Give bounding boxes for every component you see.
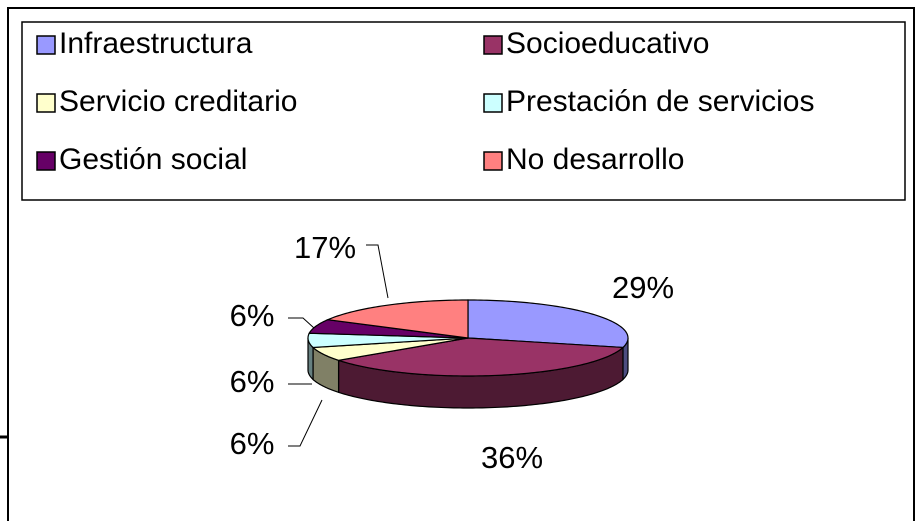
legend-label: Infraestructura [59, 27, 253, 60]
legend-swatch [36, 93, 56, 113]
legend-label: Gestión social [59, 143, 247, 176]
pie-slice [467, 299, 629, 349]
legend-label: Prestación de servicios [506, 85, 814, 118]
data-label: 6% [230, 426, 275, 461]
data-label: 6% [230, 298, 275, 333]
legend-label: No desarrollo [506, 143, 684, 176]
legend-box [21, 21, 906, 201]
data-label: 29% [612, 270, 674, 305]
legend-swatch [36, 35, 56, 55]
data-label: 17% [294, 230, 356, 265]
legend-label: Socioeducativo [506, 27, 709, 60]
legend-swatch [36, 151, 56, 171]
legend-swatch [483, 151, 503, 171]
pie-slice [307, 332, 469, 349]
pie-slice [325, 299, 469, 339]
data-label: 6% [230, 364, 275, 399]
legend-label: Servicio creditario [59, 85, 297, 118]
legend-swatch [483, 35, 503, 55]
legend-swatch [483, 93, 503, 113]
data-label: 36% [481, 440, 543, 475]
pie-slice [338, 337, 625, 377]
leader-line [288, 317, 315, 329]
leader-line [288, 399, 323, 447]
leader-line [366, 244, 389, 299]
pie-slice [311, 337, 469, 361]
